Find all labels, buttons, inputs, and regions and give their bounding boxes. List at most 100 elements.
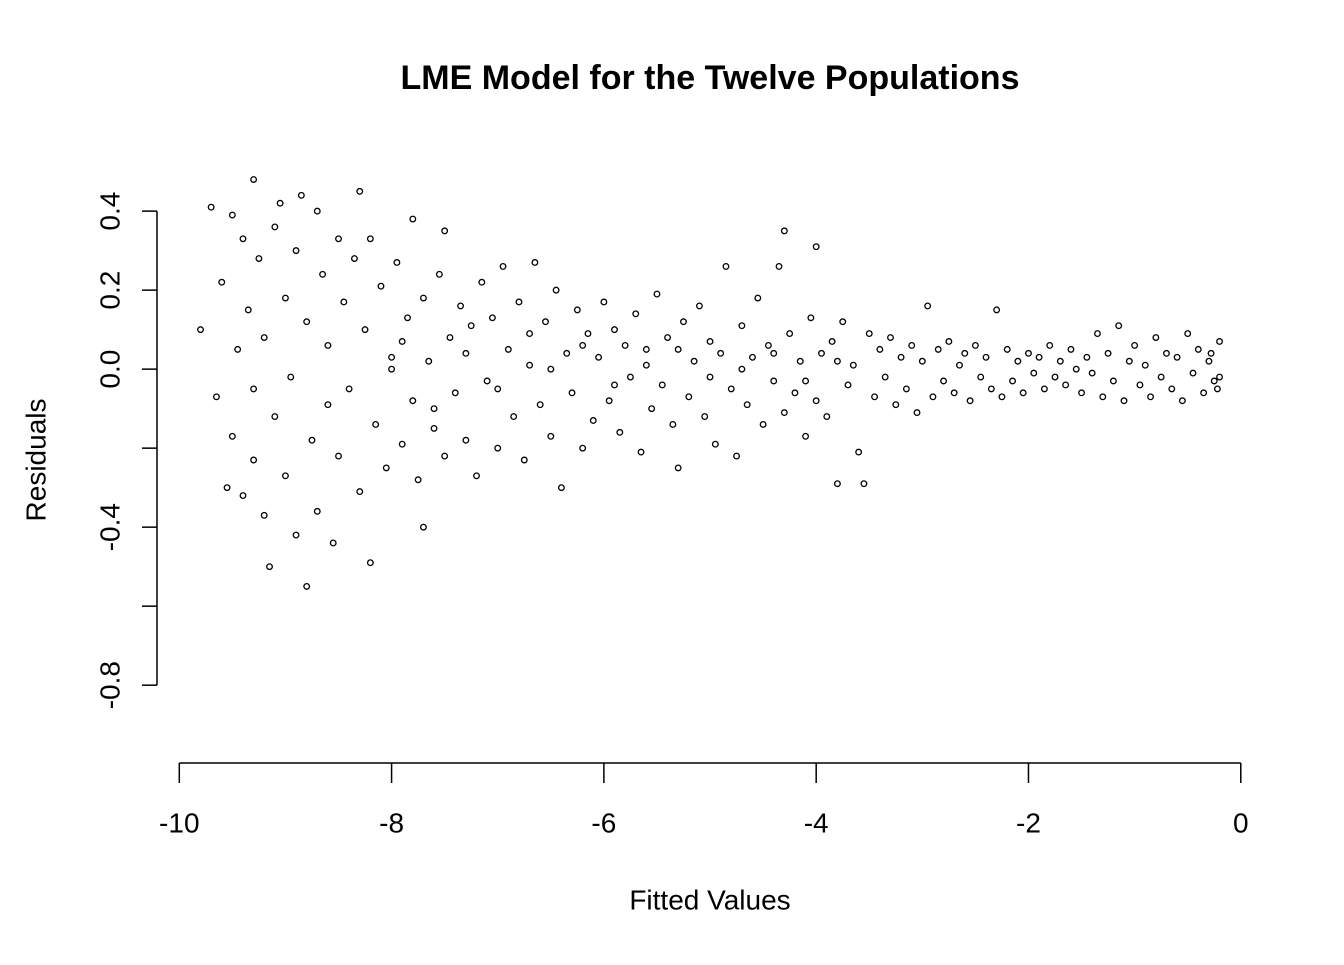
point: [616, 428, 624, 436]
point: [430, 424, 438, 432]
point: [467, 322, 475, 330]
point: [1072, 365, 1080, 373]
point: [1088, 369, 1096, 377]
point: [961, 349, 969, 357]
point: [313, 207, 321, 215]
point: [234, 345, 242, 353]
point: [600, 298, 608, 306]
point: [329, 539, 337, 547]
point: [918, 357, 926, 365]
point: [260, 511, 268, 519]
point: [1019, 389, 1027, 397]
point: [356, 187, 364, 195]
point: [419, 294, 427, 302]
point: [786, 330, 794, 338]
point: [1083, 353, 1091, 361]
point: [690, 357, 698, 365]
point: [621, 341, 629, 349]
point: [876, 345, 884, 353]
x-axis-title: Fitted Values: [629, 884, 790, 915]
point: [1115, 322, 1123, 330]
point: [430, 405, 438, 413]
point: [669, 420, 677, 428]
point: [382, 464, 390, 472]
point: [319, 270, 327, 278]
point: [350, 255, 358, 262]
point: [451, 389, 459, 397]
point: [812, 243, 820, 251]
point: [956, 361, 963, 369]
point: [701, 413, 709, 420]
x-tick-label: -10: [159, 807, 199, 838]
point: [648, 405, 656, 413]
point: [446, 334, 454, 341]
point: [727, 385, 735, 393]
point: [250, 456, 258, 464]
point: [1178, 397, 1186, 405]
point: [780, 409, 788, 417]
point: [738, 365, 746, 373]
point: [871, 393, 879, 401]
point: [1014, 357, 1022, 365]
point: [855, 448, 863, 456]
point: [611, 326, 618, 334]
point: [1216, 338, 1223, 345]
point: [552, 286, 560, 294]
point: [908, 341, 916, 349]
point: [844, 381, 852, 389]
point: [611, 381, 618, 389]
point: [419, 523, 427, 531]
point: [929, 393, 937, 401]
point: [356, 488, 364, 496]
point: [228, 211, 236, 219]
point: [1207, 349, 1215, 357]
point: [998, 393, 1006, 401]
point: [568, 389, 576, 397]
y-tick-label: -0.8: [94, 661, 125, 709]
point: [531, 259, 539, 266]
point: [335, 452, 342, 460]
point: [945, 338, 953, 345]
point: [626, 373, 634, 381]
point: [441, 227, 449, 235]
point: [1099, 393, 1107, 401]
point: [754, 294, 762, 302]
point: [345, 385, 353, 393]
point: [573, 306, 581, 314]
point: [1147, 393, 1154, 401]
point: [1213, 385, 1221, 393]
point: [297, 191, 305, 199]
point: [515, 298, 523, 306]
point: [1109, 377, 1117, 385]
point: [977, 373, 985, 381]
point: [1046, 341, 1054, 349]
point: [260, 334, 268, 341]
point: [833, 357, 841, 365]
point: [881, 373, 889, 381]
point: [266, 563, 273, 571]
point: [1205, 357, 1213, 365]
point: [839, 318, 847, 326]
point: [228, 432, 236, 440]
point: [547, 365, 555, 373]
point: [749, 353, 756, 361]
point: [764, 341, 772, 349]
point: [398, 338, 406, 345]
point: [605, 397, 613, 405]
point: [812, 397, 820, 405]
point: [902, 385, 910, 393]
point: [494, 444, 502, 452]
point: [563, 349, 571, 357]
point: [680, 318, 687, 326]
point: [1194, 345, 1202, 353]
point: [1056, 357, 1064, 365]
point: [361, 326, 369, 334]
x-tick-label: 0: [1233, 807, 1249, 838]
point: [250, 385, 258, 393]
point: [1216, 373, 1223, 381]
point: [1184, 330, 1192, 338]
point: [372, 420, 380, 428]
y-tick-label: 0.0: [94, 350, 125, 389]
point: [971, 341, 979, 349]
point: [478, 278, 486, 286]
